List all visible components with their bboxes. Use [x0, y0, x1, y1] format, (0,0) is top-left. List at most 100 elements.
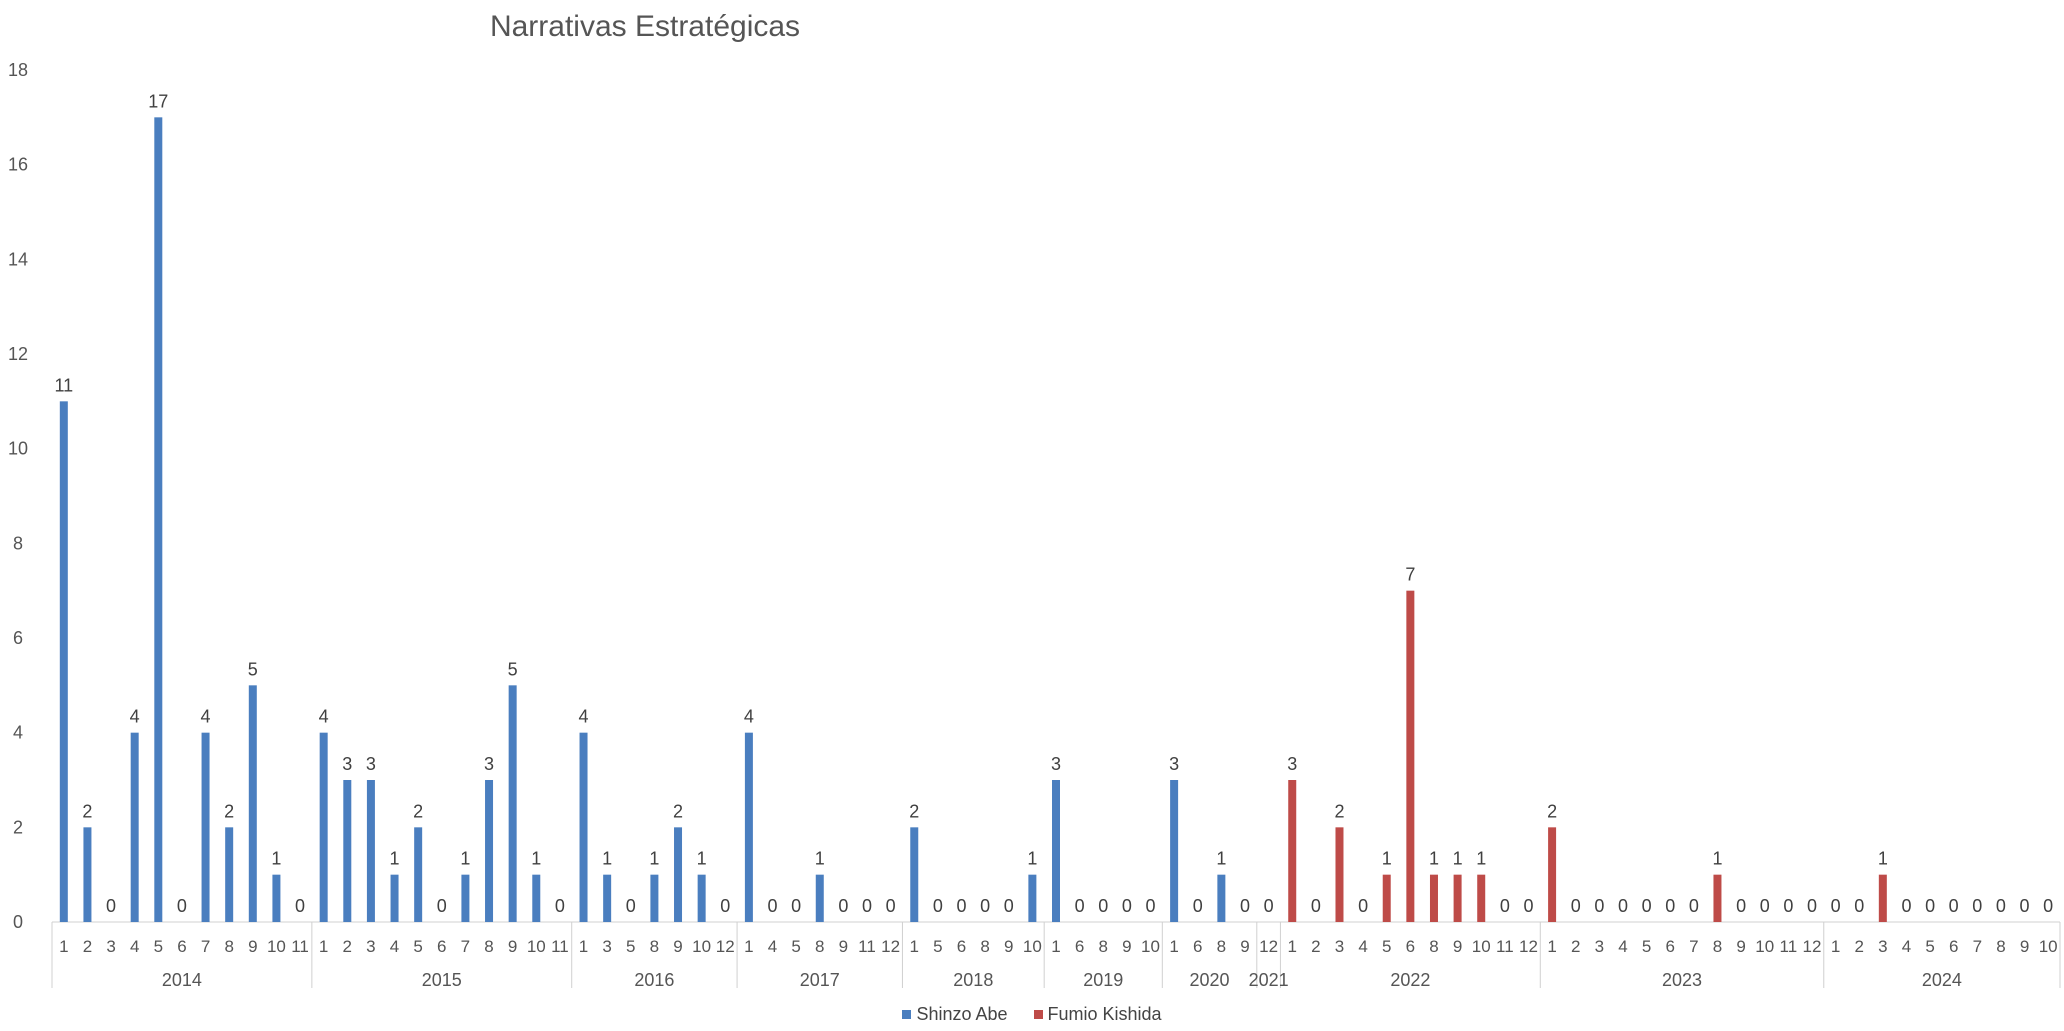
x-tick-label-month: 9 [1240, 937, 1249, 956]
x-tick-label-month: 10 [1023, 937, 1042, 956]
x-tick-label-month: 6 [957, 937, 966, 956]
x-tick-label-month: 10 [527, 937, 546, 956]
data-label: 1 [390, 849, 400, 869]
data-label: 1 [271, 849, 281, 869]
bar [225, 827, 234, 922]
data-label: 0 [1901, 896, 1911, 916]
x-tick-label-month: 6 [437, 937, 446, 956]
data-label: 0 [933, 896, 943, 916]
x-tick-label-month: 11 [1780, 937, 1798, 956]
x-tick-label-month: 1 [1169, 937, 1178, 956]
x-tick-label-month: 3 [1878, 937, 1887, 956]
data-label: 1 [531, 849, 541, 869]
bar [201, 732, 210, 922]
x-tick-label-month: 1 [59, 937, 68, 956]
x-tick-label-month: 5 [1925, 937, 1934, 956]
x-tick-label-month: 2 [343, 937, 352, 956]
legend-label-fumio-kishida: Fumio Kishida [1047, 1004, 1162, 1024]
x-tick-label-month: 6 [1406, 937, 1415, 956]
bar [366, 780, 375, 922]
bar-chart: 0246810121416181112203441750647285911001… [8, 60, 2061, 990]
data-label: 0 [1004, 896, 1014, 916]
data-label: 11 [54, 375, 73, 395]
x-tick-label-month: 11 [1496, 937, 1514, 956]
x-tick-label-month: 2 [1311, 937, 1320, 956]
x-tick-label-month: 8 [224, 937, 233, 956]
x-tick-label-month: 10 [1141, 937, 1160, 956]
data-label: 1 [1453, 849, 1463, 869]
x-tick-label-month: 6 [1193, 937, 1202, 956]
x-tick-label-month: 1 [910, 937, 919, 956]
legend-label-shinzo-abe: Shinzo Abe [916, 1004, 1008, 1024]
data-label: 0 [1972, 896, 1982, 916]
bar [248, 685, 257, 922]
x-tick-label-month: 12 [1259, 937, 1278, 956]
x-tick-label-month: 2 [1854, 937, 1863, 956]
data-label: 1 [1878, 849, 1888, 869]
x-tick-label-month: 10 [267, 937, 286, 956]
data-label: 0 [956, 896, 966, 916]
bar [744, 732, 753, 922]
bar [1052, 780, 1060, 922]
data-label: 4 [201, 707, 211, 727]
bar [815, 874, 824, 922]
x-tick-label-month: 5 [626, 937, 635, 956]
data-label: 0 [768, 896, 778, 916]
x-tick-label-month: 9 [673, 937, 682, 956]
data-label: 0 [862, 896, 872, 916]
data-label: 0 [1122, 896, 1132, 916]
x-tick-label-month: 10 [1755, 937, 1774, 956]
data-label: 1 [697, 849, 707, 869]
data-label: 0 [1996, 896, 2006, 916]
data-label: 0 [1571, 896, 1581, 916]
data-label: 0 [1523, 896, 1533, 916]
bar [1477, 874, 1486, 922]
data-label: 0 [1665, 896, 1675, 916]
bar [343, 780, 352, 922]
bar [83, 827, 92, 922]
data-label: 5 [508, 659, 518, 679]
x-tick-label-month: 8 [1099, 937, 1108, 956]
data-label: 2 [1334, 801, 1344, 821]
x-tick-label-month: 9 [248, 937, 257, 956]
x-tick-label-month: 4 [130, 937, 139, 956]
x-tick-label-year: 2017 [800, 970, 840, 990]
data-label: 0 [1594, 896, 1604, 916]
data-label: 0 [1264, 896, 1274, 916]
bar [1288, 780, 1297, 922]
x-tick-label-month: 4 [1358, 937, 1367, 956]
x-tick-label-month: 7 [1973, 937, 1982, 956]
y-tick-label: 10 [8, 439, 28, 459]
legend-swatch-fumio-kishida [1033, 1010, 1043, 1019]
data-label: 0 [1145, 896, 1155, 916]
y-tick-label: 16 [8, 155, 28, 175]
data-label: 4 [130, 707, 140, 727]
x-tick-label-month: 2 [83, 937, 92, 956]
bar [461, 874, 470, 922]
data-label: 1 [1712, 849, 1722, 869]
data-label: 1 [1027, 849, 1037, 869]
legend-swatch-shinzo-abe [902, 1010, 912, 1019]
data-label: 0 [1240, 896, 1250, 916]
y-tick-label: 18 [8, 60, 28, 80]
x-tick-label-month: 4 [1618, 937, 1627, 956]
data-label: 0 [1807, 896, 1817, 916]
bar [130, 732, 139, 922]
data-label: 1 [815, 849, 825, 869]
bar [319, 732, 328, 922]
bar [154, 117, 163, 923]
x-tick-label-month: 8 [980, 937, 989, 956]
bar [532, 874, 541, 922]
x-tick-label-month: 7 [201, 937, 210, 956]
x-tick-label-month: 1 [1288, 937, 1297, 956]
bar [485, 780, 494, 922]
bar [390, 874, 399, 922]
x-tick-label-month: 8 [1713, 937, 1722, 956]
bar [414, 827, 423, 922]
bar [1406, 590, 1415, 922]
data-label: 3 [1287, 754, 1297, 774]
x-tick-label-month: 7 [461, 937, 470, 956]
chart-title: Narrativas Estratégicas [489, 10, 801, 43]
x-tick-label-month: 11 [858, 937, 876, 956]
x-tick-label-month: 3 [602, 937, 611, 956]
